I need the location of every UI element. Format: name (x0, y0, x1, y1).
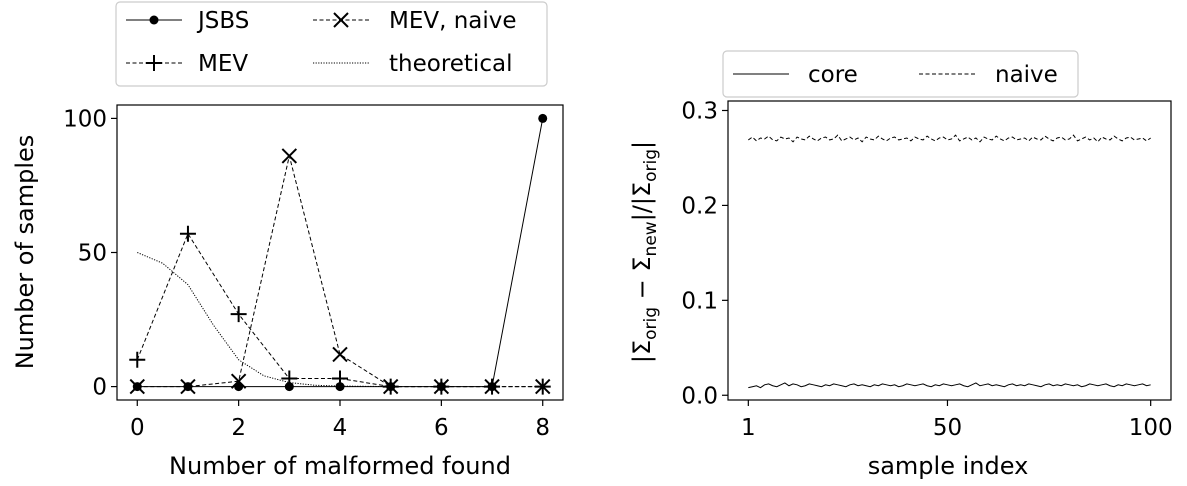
right-legend-label: core (808, 62, 858, 88)
left-y-tick-label: 0 (92, 375, 107, 401)
left-x-tick-label: 6 (434, 415, 449, 441)
left-data-point (230, 373, 247, 389)
left-legend: JSBS MEV MEV, naive theoretical (115, 1, 548, 87)
right-x-axis-label: sample index (868, 452, 1029, 480)
left-series-line-1 (136, 232, 543, 388)
right-x-tick-label: 1 (741, 415, 756, 441)
left-legend-label: theoretical (389, 51, 512, 77)
svg-text:|Σorig − Σnew|/|Σorig|: |Σorig − Σnew|/|Σorig| (628, 141, 661, 363)
right-plot-frame (727, 100, 1172, 401)
left-y-tick-label: 100 (63, 106, 107, 132)
left-legend-label: JSBS (196, 8, 249, 34)
right-y-tick-label: 0.2 (681, 193, 718, 219)
left-data-point (129, 351, 146, 368)
left-data-point (433, 378, 450, 395)
left-legend-marker (149, 15, 159, 25)
left-x-tick-label: 0 (130, 415, 145, 441)
left-legend-label: MEV (198, 51, 248, 77)
left-series-line-2 (137, 155, 543, 388)
right-x-tick-label: 50 (933, 415, 962, 441)
left-data-point (281, 148, 298, 164)
left-data-point (230, 306, 247, 323)
left-y-tick-label: 50 (78, 241, 107, 267)
left-chart: 0 2 4 6 8 0 50 100 Number of malformed found Nu… (11, 1, 564, 480)
left-data-point (332, 370, 348, 387)
left-data-point (180, 378, 196, 395)
right-y-tick-label: 0.0 (681, 383, 718, 409)
left-data-point (129, 378, 145, 395)
left-legend-marker (146, 55, 162, 71)
left-data-point (484, 378, 500, 395)
left-x-tick-label: 8 (535, 415, 550, 441)
right-x-tick-label: 100 (1129, 415, 1173, 441)
left-y-axis-label: Number of samples (11, 135, 39, 370)
right-legend-frame (722, 50, 1079, 98)
left-x-tick-label: 2 (231, 415, 246, 441)
right-series-line-0 (748, 382, 1151, 389)
right-y-axis-label: |Σorig − Σnew|/|Σorig| (628, 141, 661, 363)
left-data-point (382, 378, 399, 395)
left-x-tick-label: 4 (333, 415, 348, 441)
left-data-point (332, 346, 348, 363)
left-data-point (179, 225, 196, 242)
right-y-tick-label: 0.3 (681, 98, 718, 124)
left-legend-label: MEV, naive (389, 8, 517, 34)
left-series-line-0 (137, 118, 544, 388)
right-legend: core naive (722, 50, 1079, 98)
left-data-point (335, 382, 345, 392)
left-x-axis-label: Number of malformed found (169, 452, 511, 480)
right-chart: 1 50 100 0.0 0.1 0.2 0.3 sample index |Σorig −… (628, 50, 1173, 480)
left-data-point (281, 370, 298, 387)
right-series-line-1 (748, 134, 1151, 143)
left-data-point (535, 378, 551, 395)
left-legend-frame (115, 1, 548, 87)
right-legend-label: naive (995, 62, 1058, 88)
left-data-point (538, 113, 548, 123)
left-series-line-3 (137, 252, 391, 388)
left-data-point (284, 382, 294, 392)
right-y-tick-label: 0.1 (681, 288, 718, 314)
left-legend-marker (333, 12, 349, 28)
